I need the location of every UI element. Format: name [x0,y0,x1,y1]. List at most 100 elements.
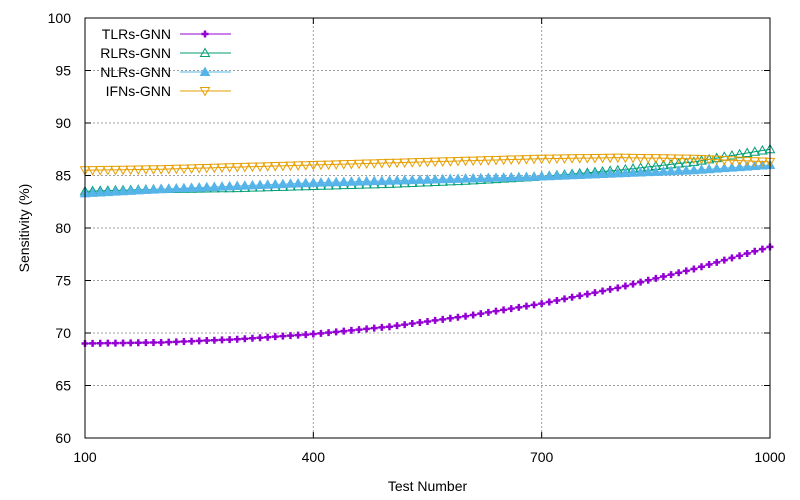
data-point-nlrs-gnn [209,181,220,191]
data-point-nlrs-gnn [125,185,137,195]
data-point-tlrs-gnn [157,338,165,346]
data-point-nlrs-gnn [178,182,190,193]
data-point-nlrs-gnn [110,186,121,196]
data-point-nlrs-gnn [94,186,106,197]
data-point-ifns-gnn [163,164,175,175]
data-point-ifns-gnn [551,154,563,165]
data-point-nlrs-gnn [711,163,723,173]
data-point-ifns-gnn [285,161,296,172]
data-point-ifns-gnn [307,161,319,171]
data-point-nlrs-gnn [422,174,433,184]
data-point-tlrs-gnn [302,331,310,339]
data-point-nlrs-gnn [285,178,296,188]
data-point-nlrs-gnn [536,171,548,181]
data-point-tlrs-gnn [104,339,112,347]
data-point-ifns-gnn [277,161,289,172]
data-point-tlrs-gnn [355,326,363,334]
data-point-ifns-gnn [429,157,441,168]
data-point-tlrs-gnn [720,256,728,264]
data-point-ifns-gnn [338,160,350,170]
data-point-tlrs-gnn [233,335,241,343]
data-point-nlrs-gnn [589,168,601,179]
data-point-ifns-gnn [521,155,532,165]
data-point-nlrs-gnn [604,168,616,178]
data-point-tlrs-gnn [507,305,515,313]
data-point-ifns-gnn [384,158,395,169]
data-point-nlrs-gnn [513,171,525,182]
x-tick-label: 1000 [754,449,785,465]
x-tick-label: 700 [530,449,554,465]
data-point-ifns-gnn [193,164,205,174]
data-point-tlrs-gnn [332,328,340,336]
data-point-ifns-gnn [346,159,357,170]
series-nlrs-gnn [79,159,776,198]
data-point-nlrs-gnn [414,174,426,184]
y-tick-label: 85 [55,168,71,184]
data-point-ifns-gnn [673,154,685,165]
data-point-tlrs-gnn [325,329,333,337]
data-point-tlrs-gnn [210,336,218,344]
data-point-nlrs-gnn [726,162,738,172]
data-point-nlrs-gnn [566,169,578,180]
data-point-nlrs-gnn [521,171,532,181]
data-point-ifns-gnn [140,165,152,175]
legend-label: RLRs-GNN [100,45,171,61]
data-point-tlrs-gnn [378,323,386,331]
data-point-nlrs-gnn [612,167,624,178]
data-point-tlrs-gnn [279,332,287,340]
legend-entry-nlrs-gnn: NLRs-GNN [100,64,231,80]
data-point-nlrs-gnn [193,182,205,192]
data-point-ifns-gnn [483,156,494,166]
data-point-tlrs-gnn [203,337,211,345]
data-point-nlrs-gnn [346,176,357,186]
data-point-tlrs-gnn [127,339,135,347]
data-point-tlrs-gnn [195,337,203,345]
data-point-nlrs-gnn [673,165,685,175]
data-point-tlrs-gnn [408,320,416,328]
data-point-ifns-gnn [414,158,426,168]
data-point-tlrs-gnn [431,316,439,324]
data-point-tlrs-gnn [652,274,660,282]
data-point-nlrs-gnn [361,175,372,186]
y-tick-label: 80 [55,220,71,236]
y-tick-label: 95 [55,63,71,79]
data-point-ifns-gnn [125,165,137,176]
data-point-ifns-gnn [498,155,509,166]
y-tick-label: 90 [55,115,71,131]
data-point-ifns-gnn [247,162,258,173]
data-point-nlrs-gnn [353,176,365,186]
data-point-ifns-gnn [239,162,251,173]
data-point-tlrs-gnn [743,250,751,258]
data-point-tlrs-gnn [500,306,508,314]
data-point-nlrs-gnn [551,170,563,180]
data-point-rlrs-gnn [749,146,761,156]
data-point-tlrs-gnn [728,254,736,262]
data-point-nlrs-gnn [467,172,479,183]
data-point-ifns-gnn [597,153,608,164]
data-point-tlrs-gnn [218,336,226,344]
data-point-nlrs-gnn [620,167,631,178]
data-point-nlrs-gnn [323,176,334,187]
data-point-nlrs-gnn [703,163,715,174]
data-point-nlrs-gnn [170,183,182,193]
data-point-nlrs-gnn [429,173,441,184]
data-point-ifns-gnn [262,162,274,172]
data-point-nlrs-gnn [642,166,654,177]
data-point-ifns-gnn [543,154,555,165]
legend: TLRs-GNN RLRs-GNN NLRs-GNN IFNs-GNN [100,26,231,99]
data-point-rlrs-gnn [726,150,738,160]
data-point-tlrs-gnn [89,339,97,347]
data-point-nlrs-gnn [201,181,213,192]
data-point-nlrs-gnn [559,170,570,180]
data-point-nlrs-gnn [581,169,593,179]
data-point-nlrs-gnn [627,167,639,177]
data-point-ifns-gnn [353,159,365,170]
data-point-nlrs-gnn [186,182,197,192]
data-point-nlrs-gnn [292,177,304,188]
data-point-ifns-gnn [536,154,548,165]
data-point-nlrs-gnn [277,178,289,189]
data-point-ifns-gnn [452,157,464,167]
data-point-tlrs-gnn [553,296,561,304]
grid [85,18,770,438]
